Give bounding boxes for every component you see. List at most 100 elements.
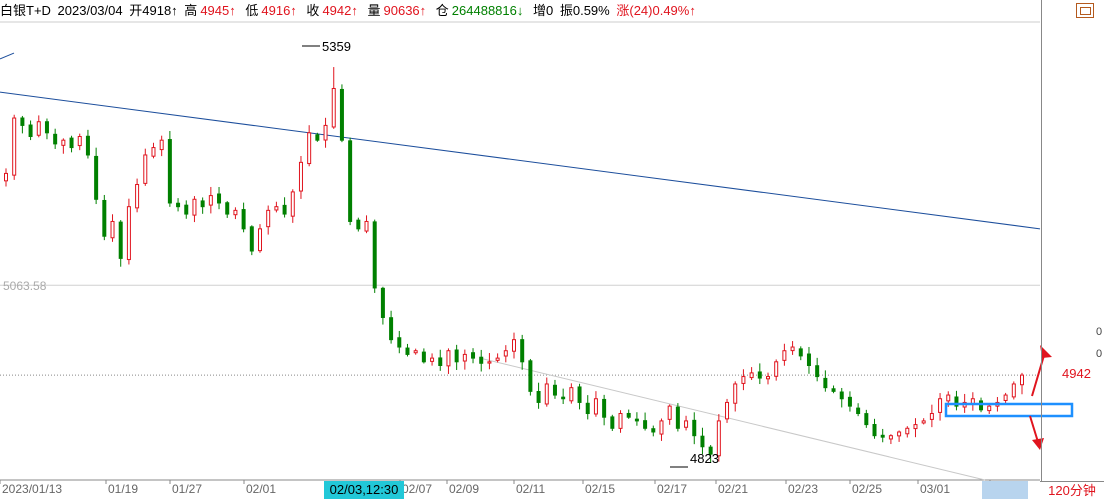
candle <box>872 418 877 439</box>
candle-body <box>217 193 222 204</box>
x-tick-label: 01/27 <box>172 482 202 496</box>
candle-body <box>806 353 811 366</box>
candle <box>782 343 787 366</box>
candle <box>331 67 336 129</box>
candle <box>970 392 975 411</box>
x-tick-label: 02/09 <box>449 482 479 496</box>
highlight-box <box>944 402 1074 418</box>
candle <box>298 155 303 199</box>
candle-body <box>569 387 574 402</box>
last-price-label: 4942 <box>1062 366 1091 381</box>
panel-char-2: 0 <box>1096 348 1103 360</box>
mid-price-label: 5063.58 <box>3 279 47 293</box>
candle <box>208 186 213 214</box>
candle <box>847 391 852 412</box>
increase-value: 增0 <box>533 3 554 18</box>
candle-body <box>446 350 451 367</box>
candle <box>684 415 689 431</box>
candle-body <box>258 228 262 252</box>
trend-line-lower <box>479 357 986 481</box>
candle <box>839 387 844 408</box>
x-tick-label: 02/21 <box>718 482 748 496</box>
candle-body <box>282 204 287 215</box>
candle-body <box>438 357 443 366</box>
candle-body <box>225 202 230 215</box>
candle <box>438 349 443 371</box>
candle-body <box>643 420 648 429</box>
candle-body <box>766 376 770 380</box>
candle <box>421 348 426 364</box>
candle <box>192 196 197 223</box>
candle <box>651 425 656 437</box>
candle-body <box>53 133 58 145</box>
candle <box>929 404 934 428</box>
candle <box>528 358 533 396</box>
candle-body <box>585 402 590 415</box>
candle-body <box>946 394 951 402</box>
candle-body <box>143 154 148 184</box>
candle-body <box>528 360 533 392</box>
candle <box>274 201 279 213</box>
candle-body <box>274 206 279 211</box>
candle <box>397 330 402 354</box>
candle <box>495 353 500 363</box>
candle <box>577 383 582 410</box>
candle-body <box>430 357 435 362</box>
candle <box>692 412 697 445</box>
candle-body <box>725 401 730 420</box>
candle-body <box>135 184 140 209</box>
candle-body <box>561 396 566 400</box>
candle <box>266 205 271 235</box>
candle-body <box>380 287 385 318</box>
candle-body <box>954 396 959 407</box>
x-tick-label: 02/01 <box>246 482 276 496</box>
candle <box>987 404 992 414</box>
candle-body <box>495 357 500 361</box>
candle <box>503 345 508 363</box>
candle-body <box>118 221 123 259</box>
candle <box>700 427 705 455</box>
candle-body <box>413 350 418 354</box>
candle <box>766 372 770 385</box>
cursor-time-label: 02/03,12:30 <box>324 481 404 499</box>
candle-body <box>921 420 926 424</box>
candle <box>569 383 574 404</box>
candle <box>880 428 885 443</box>
candle <box>544 377 549 407</box>
candle <box>323 117 328 148</box>
candle-body <box>339 88 344 141</box>
candle-body <box>487 361 492 364</box>
candle <box>241 202 246 233</box>
candle-body <box>331 87 336 128</box>
candle-body <box>397 337 402 348</box>
high-label: 高 4945↑ <box>184 3 236 18</box>
candle <box>53 128 58 149</box>
candle-body <box>389 317 394 341</box>
open-interest-label: 仓 264488816↓ <box>435 3 524 18</box>
candle <box>790 341 795 355</box>
candle <box>462 349 467 370</box>
candle-body <box>20 117 25 126</box>
candle-body <box>667 405 672 420</box>
candle-body <box>979 400 984 411</box>
annotation-high-label: 5359 <box>322 39 351 54</box>
candle-body <box>929 413 934 420</box>
candle-body <box>790 346 795 352</box>
candle <box>20 115 25 134</box>
candle <box>905 426 910 438</box>
candle-body <box>462 353 467 362</box>
arrow-up-shaft <box>1031 351 1046 397</box>
right-side-panel[interactable] <box>1041 0 1104 500</box>
candle-body <box>757 371 762 379</box>
volume-value: 90636↑ <box>383 3 427 18</box>
candle <box>110 214 115 242</box>
candle <box>815 357 820 382</box>
window-restore-icon[interactable] <box>1076 3 1094 18</box>
candle-body <box>192 198 197 216</box>
timeframe-button[interactable]: 120分钟 <box>1040 481 1104 500</box>
candle-body <box>864 413 869 426</box>
candle-body <box>938 398 943 413</box>
candle-body <box>479 356 484 364</box>
